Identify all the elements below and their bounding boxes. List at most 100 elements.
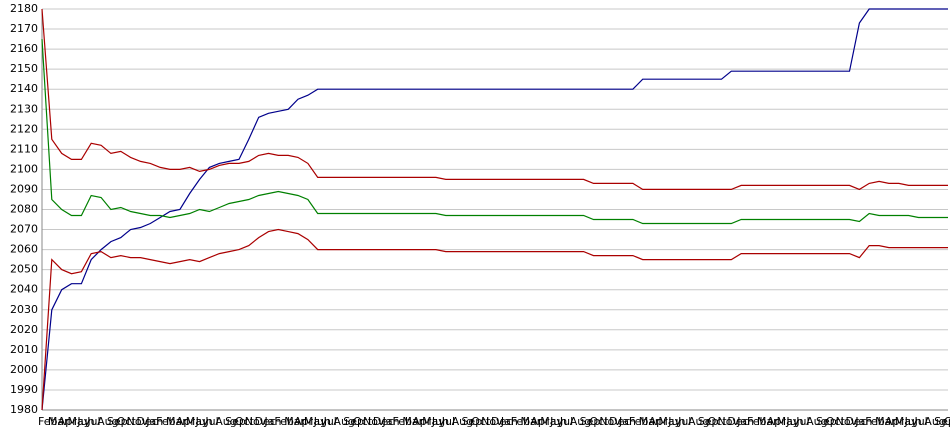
- x-tick-label: May: [186, 415, 209, 428]
- x-tick-label: Jun: [785, 415, 803, 428]
- x-tick-label: Jul: [559, 415, 573, 428]
- x-tick-label: Jan: [382, 415, 400, 428]
- x-tick-label: Oct: [589, 415, 609, 428]
- x-tick-label: Sep: [934, 415, 950, 428]
- x-tick-label: Jun: [313, 415, 331, 428]
- x-tick-label: Dec: [255, 415, 276, 428]
- x-tick-label: Nov: [836, 415, 858, 428]
- x-tick-label: Mar: [521, 415, 542, 428]
- x-tick-label: May: [777, 415, 800, 428]
- x-tick-label: Nov: [481, 415, 503, 428]
- y-tick-label: 2010: [10, 343, 38, 356]
- x-tick-label: Oct: [708, 415, 728, 428]
- x-tick-label: Aug: [97, 415, 118, 428]
- series-line: [41, 8, 948, 191]
- x-tick-label: Aug: [924, 415, 945, 428]
- x-tick-label: Dec: [136, 415, 157, 428]
- x-tick-label: Sep: [107, 415, 128, 428]
- x-tick-label: Dec: [727, 415, 748, 428]
- x-tick-label: Dec: [373, 415, 394, 428]
- x-tick-label: May: [540, 415, 563, 428]
- y-tick-label: 2130: [10, 102, 38, 115]
- x-tick-label: Sep: [461, 415, 482, 428]
- x-tick-label: Oct: [235, 415, 255, 428]
- x-tick-label: Dec: [491, 415, 512, 428]
- x-tick-label: Apr: [58, 415, 78, 428]
- y-tick-label: 2090: [10, 182, 38, 195]
- x-tick-label: Nov: [363, 415, 385, 428]
- x-tick-label: Jan: [736, 415, 754, 428]
- y-tick-label: 2150: [10, 62, 38, 75]
- x-tick-label: Oct: [471, 415, 491, 428]
- x-tick-label: Nov: [127, 415, 149, 428]
- x-tick-label: Apr: [176, 415, 196, 428]
- x-tick-label: Oct: [353, 415, 373, 428]
- x-tick-label: Oct: [944, 415, 950, 428]
- x-tick-label: Jan: [264, 415, 282, 428]
- x-tick-label: Apr: [294, 415, 314, 428]
- y-tick-label: 2180: [10, 2, 38, 15]
- x-tick-label: Apr: [530, 415, 550, 428]
- x-tick-label: May: [68, 415, 91, 428]
- series-line: [41, 8, 948, 411]
- x-tick-label: Jul: [441, 415, 455, 428]
- x-tick-label: Sep: [343, 415, 364, 428]
- x-tick-label: May: [304, 415, 327, 428]
- x-tick-label: Sep: [816, 415, 837, 428]
- y-tick-label: 2170: [10, 22, 38, 35]
- x-tick-label: Feb: [38, 415, 57, 428]
- y-tick-label: 2030: [10, 303, 38, 316]
- x-tick-label: Jul: [677, 415, 691, 428]
- x-tick-label: Sep: [225, 415, 246, 428]
- x-tick-label: Aug: [215, 415, 236, 428]
- x-tick-label: Apr: [412, 415, 432, 428]
- x-tick-label: Feb: [629, 415, 648, 428]
- x-tick-label: Oct: [117, 415, 137, 428]
- x-tick-label: Nov: [718, 415, 740, 428]
- x-tick-label: Jan: [854, 415, 872, 428]
- series-line: [41, 39, 948, 225]
- y-tick-label: 1980: [10, 403, 38, 416]
- y-tick-label: 2100: [10, 162, 38, 175]
- x-tick-label: Mar: [757, 415, 778, 428]
- x-tick-label: Feb: [747, 415, 766, 428]
- y-tick-label: 2160: [10, 42, 38, 55]
- x-tick-label: Aug: [688, 415, 709, 428]
- x-tick-label: Apr: [885, 415, 905, 428]
- x-tick-label: Mar: [402, 415, 423, 428]
- x-tick-label: Jun: [195, 415, 213, 428]
- x-tick-label: Feb: [511, 415, 530, 428]
- y-tick-label: 2050: [10, 263, 38, 276]
- x-tick-label: Jul: [86, 415, 100, 428]
- x-tick-label: Jul: [913, 415, 927, 428]
- x-tick-label: Aug: [452, 415, 473, 428]
- y-tick-label: 2110: [10, 142, 38, 155]
- x-tick-label: Sep: [698, 415, 719, 428]
- x-tick-label: Jun: [431, 415, 449, 428]
- x-tick-label: Apr: [649, 415, 669, 428]
- x-tick-label: Aug: [806, 415, 827, 428]
- x-tick-label: Nov: [599, 415, 621, 428]
- x-tick-label: Jan: [618, 415, 636, 428]
- x-tick-label: Jul: [204, 415, 218, 428]
- x-tick-label: Jan: [500, 415, 518, 428]
- x-tick-label: Jul: [795, 415, 809, 428]
- y-tick-label: 2120: [10, 122, 38, 135]
- x-tick-label: Aug: [333, 415, 354, 428]
- x-tick-label: Jun: [549, 415, 567, 428]
- x-tick-label: Mar: [639, 415, 660, 428]
- y-tick-label: 2020: [10, 323, 38, 336]
- y-tick-label: 2000: [10, 363, 38, 376]
- x-tick-label: Mar: [48, 415, 69, 428]
- x-tick-label: Dec: [609, 415, 630, 428]
- x-tick-label: Mar: [166, 415, 187, 428]
- y-tick-label: 2140: [10, 82, 38, 95]
- x-tick-label: Feb: [274, 415, 293, 428]
- x-tick-label: Sep: [580, 415, 601, 428]
- x-tick-label: Mar: [284, 415, 305, 428]
- x-tick-label: Aug: [570, 415, 591, 428]
- series-line: [41, 228, 948, 411]
- x-tick-label: Jun: [667, 415, 685, 428]
- x-tick-label: Jun: [76, 415, 94, 428]
